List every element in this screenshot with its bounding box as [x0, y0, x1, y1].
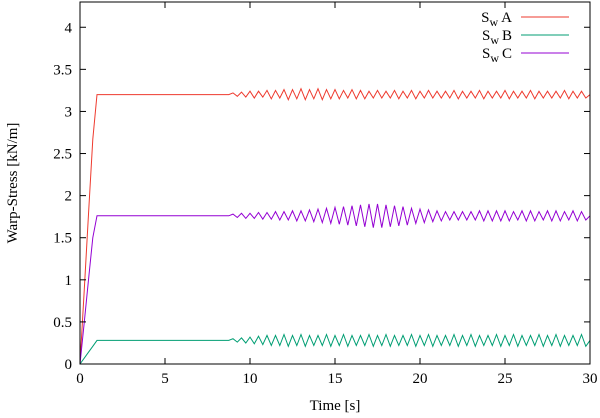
legend-label-sub: w: [489, 15, 498, 29]
legend-label-sub: w: [490, 33, 499, 47]
series-layer: [79, 87, 591, 365]
legend-label-main: S: [481, 10, 489, 26]
y-tick-label: 3: [65, 104, 73, 120]
y-tick-label: 0: [65, 357, 73, 373]
legend-label: Sw C: [482, 46, 512, 65]
x-tick-label: 5: [161, 371, 169, 387]
y-tick-label: 2.5: [53, 147, 72, 163]
y-tick-label: 3.5: [53, 62, 72, 78]
ticks: 0 5 10 15 20 25 30 0 0.5 1 1.5 2 2.5 3 3.5 4: [53, 2, 598, 387]
x-tick-label: 20: [413, 371, 428, 387]
y-tick-label: 2: [65, 189, 73, 205]
legend: Sw ASw BSw C: [481, 10, 569, 65]
y-axis-label: Warp-Stress [kN/m]: [5, 123, 21, 244]
legend-label: Sw A: [481, 10, 512, 29]
legend-label-sub: w: [490, 51, 499, 65]
legend-label-suffix: A: [501, 10, 512, 26]
x-tick-label: 30: [583, 371, 598, 387]
x-axis-label: Time [s]: [310, 398, 361, 414]
x-tick-label: 0: [76, 371, 84, 387]
series-line-a: [79, 87, 591, 365]
y-tick-label: 4: [65, 20, 73, 36]
plot-frame: [79, 1, 591, 365]
legend-label-suffix: C: [502, 46, 512, 62]
x-tick-label: 25: [498, 371, 513, 387]
legend-label-suffix: B: [502, 28, 512, 44]
x-tick-label: 10: [243, 371, 258, 387]
series-line-b: [79, 333, 591, 365]
legend-label: Sw B: [482, 28, 512, 47]
y-tick-label: 1: [65, 273, 73, 289]
legend-label-main: S: [482, 46, 490, 62]
series-line-c: [79, 203, 591, 365]
y-tick-label: 0.5: [53, 315, 72, 331]
y-tick-label: 1.5: [53, 231, 72, 247]
legend-label-main: S: [482, 28, 490, 44]
x-tick-label: 15: [328, 371, 343, 387]
